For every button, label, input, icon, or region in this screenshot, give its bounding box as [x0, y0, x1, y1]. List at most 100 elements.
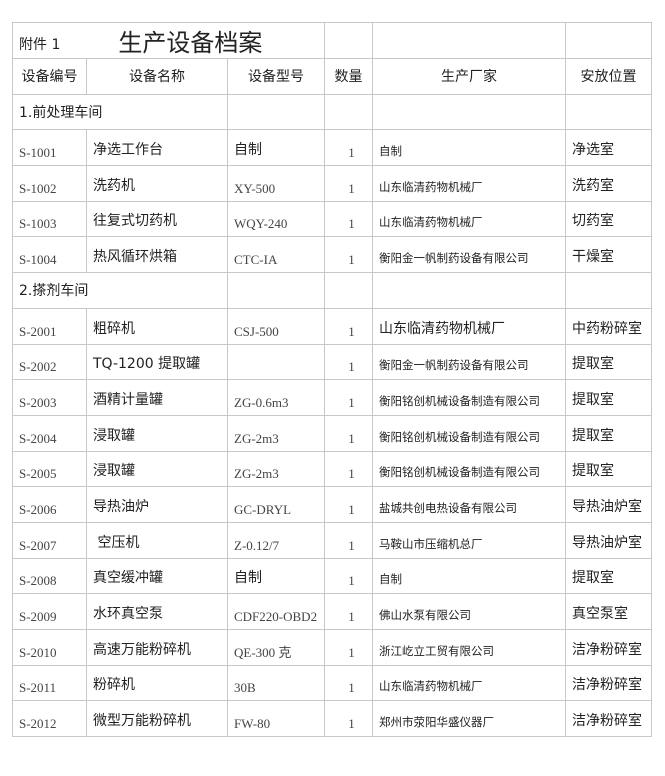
empty-cell [565, 22, 652, 59]
cell-location: 提取室 [565, 343, 652, 381]
cell-qty: 1 [324, 200, 373, 238]
table-row: S-2006 导热油炉 GC-DRYL 1 盐城共创电热设备有限公司 导热油炉室 [12, 486, 652, 523]
empty-cell [324, 22, 373, 59]
empty-cell [565, 272, 652, 309]
cell-qty: 1 [324, 664, 373, 702]
table-row: S-2007 空压机 Z-0.12/7 1 马鞍山市压缩机总厂 导热油炉室 [12, 521, 652, 559]
cell-name: 洗药机 [86, 165, 228, 202]
cell-qty: 1 [324, 165, 373, 202]
section-label: 2.搽剂车间 [12, 272, 228, 309]
table-row: S-2011 粉碎机 30B 1 山东临清药物机械厂 洁净粉碎室 [12, 664, 652, 702]
cell-code: S-2009 [12, 593, 87, 630]
cell-model: WQY-240 [227, 200, 325, 238]
cell-location: 提取室 [565, 379, 652, 416]
attachment-label: 附件 1 [19, 37, 61, 53]
cell-qty: 1 [324, 450, 373, 488]
table-row: S-1001 净选工作台 自制 1 自制 净选室 [12, 129, 652, 167]
table-row: S-2009 水环真空泵 CDF220-OBD2 1 佛山水泵有限公司 真空泵室 [12, 593, 652, 630]
cell-model: ZG-2m3 [227, 450, 325, 488]
cell-location: 导热油炉室 [565, 486, 652, 523]
cell-qty: 1 [324, 129, 373, 167]
cell-qty: 1 [324, 379, 373, 416]
cell-name: 空压机 [86, 521, 228, 559]
cell-maker: 山东临清药物机械厂 [372, 200, 566, 238]
header-maker: 生产厂家 [372, 58, 566, 95]
cell-name: 净选工作台 [86, 129, 228, 167]
cell-code: S-2003 [12, 379, 87, 416]
cell-model: ZG-0.6m3 [227, 379, 325, 416]
table-row: S-2001 粗碎机 CSJ-500 1 山东临清药物机械厂 中药粉碎室 [12, 307, 652, 345]
empty-cell [324, 272, 373, 309]
cell-location: 洗药室 [565, 165, 652, 202]
cell-location: 提取室 [565, 450, 652, 488]
cell-qty: 1 [324, 629, 373, 666]
cell-maker: 马鞍山市压缩机总厂 [372, 521, 566, 559]
document-title: 生产设备档案 [118, 29, 263, 57]
cell-maker: 自制 [372, 129, 566, 167]
cell-location: 洁净粉碎室 [565, 629, 652, 666]
empty-cell [227, 272, 325, 309]
section-row: 2.搽剂车间 [12, 272, 652, 309]
table-row: S-2012 微型万能粉碎机 FW-80 1 郑州市荥阳华盛仪器厂 洁净粉碎室 [12, 700, 652, 738]
table-row: S-2005 浸取罐 ZG-2m3 1 衡阳铭创机械设备制造有限公司 提取室 [12, 450, 652, 488]
cell-model [227, 343, 325, 381]
cell-location: 切药室 [565, 200, 652, 238]
table-row: S-1002 洗药机 XY-500 1 山东临清药物机械厂 洗药室 [12, 165, 652, 202]
cell-name: 粗碎机 [86, 307, 228, 345]
title-row: 附件 1 生产设备档案 [12, 22, 652, 59]
cell-name: 浸取罐 [86, 450, 228, 488]
cell-maker: 衡阳铭创机械设备制造有限公司 [372, 379, 566, 416]
cell-maker: 佛山水泵有限公司 [372, 593, 566, 630]
cell-model: CTC-IA [227, 236, 325, 274]
cell-name: 微型万能粉碎机 [86, 700, 228, 738]
cell-name: 导热油炉 [86, 486, 228, 523]
cell-location: 干燥室 [565, 236, 652, 274]
cell-model: QE-300 克 [227, 629, 325, 666]
cell-qty: 1 [324, 593, 373, 630]
table-row: S-2004 浸取罐 ZG-2m3 1 衡阳铭创机械设备制造有限公司 提取室 [12, 414, 652, 452]
cell-model: CDF220-OBD2 [227, 593, 325, 630]
cell-maker: 山东临清药物机械厂 [372, 664, 566, 702]
header-row: 设备编号 设备名称 设备型号 数量 生产厂家 安放位置 [12, 58, 652, 95]
cell-code: S-1003 [12, 200, 87, 238]
cell-maker: 郑州市荥阳华盛仪器厂 [372, 700, 566, 738]
cell-qty: 1 [324, 486, 373, 523]
cell-name: 粉碎机 [86, 664, 228, 702]
cell-name: 酒精计量罐 [86, 379, 228, 416]
cell-qty: 1 [324, 414, 373, 452]
cell-code: S-1002 [12, 165, 87, 202]
empty-cell [372, 272, 566, 309]
cell-qty: 1 [324, 343, 373, 381]
cell-qty: 1 [324, 521, 373, 559]
cell-maker: 衡阳铭创机械设备制造有限公司 [372, 450, 566, 488]
cell-name: 高速万能粉碎机 [86, 629, 228, 666]
cell-location: 中药粉碎室 [565, 307, 652, 345]
cell-code: S-2012 [12, 700, 87, 738]
cell-maker: 盐城共创电热设备有限公司 [372, 486, 566, 523]
cell-model: GC-DRYL [227, 486, 325, 523]
cell-code: S-1004 [12, 236, 87, 274]
cell-qty: 1 [324, 557, 373, 595]
cell-model: XY-500 [227, 165, 325, 202]
cell-code: S-2007 [12, 521, 87, 559]
cell-model: CSJ-500 [227, 307, 325, 345]
cell-maker: 衡阳铭创机械设备制造有限公司 [372, 414, 566, 452]
cell-maker: 衡阳金一帆制药设备有限公司 [372, 236, 566, 274]
section-row: 1.前处理车间 [12, 93, 652, 131]
cell-maker: 山东临清药物机械厂 [372, 307, 566, 345]
header-qty: 数量 [324, 58, 373, 95]
cell-location: 洁净粉碎室 [565, 664, 652, 702]
cell-maker: 衡阳金一帆制药设备有限公司 [372, 343, 566, 381]
cell-name: TQ-1200 提取罐 [86, 343, 228, 381]
cell-location: 净选室 [565, 129, 652, 167]
cell-code: S-2011 [12, 664, 87, 702]
cell-code: S-1001 [12, 129, 87, 167]
cell-code: S-2004 [12, 414, 87, 452]
table-row: S-1003 往复式切药机 WQY-240 1 山东临清药物机械厂 切药室 [12, 200, 652, 238]
cell-code: S-2005 [12, 450, 87, 488]
cell-maker: 山东临清药物机械厂 [372, 165, 566, 202]
cell-maker: 浙江屹立工贸有限公司 [372, 629, 566, 666]
cell-name: 水环真空泵 [86, 593, 228, 630]
empty-cell [372, 93, 566, 131]
cell-maker: 自制 [372, 557, 566, 595]
